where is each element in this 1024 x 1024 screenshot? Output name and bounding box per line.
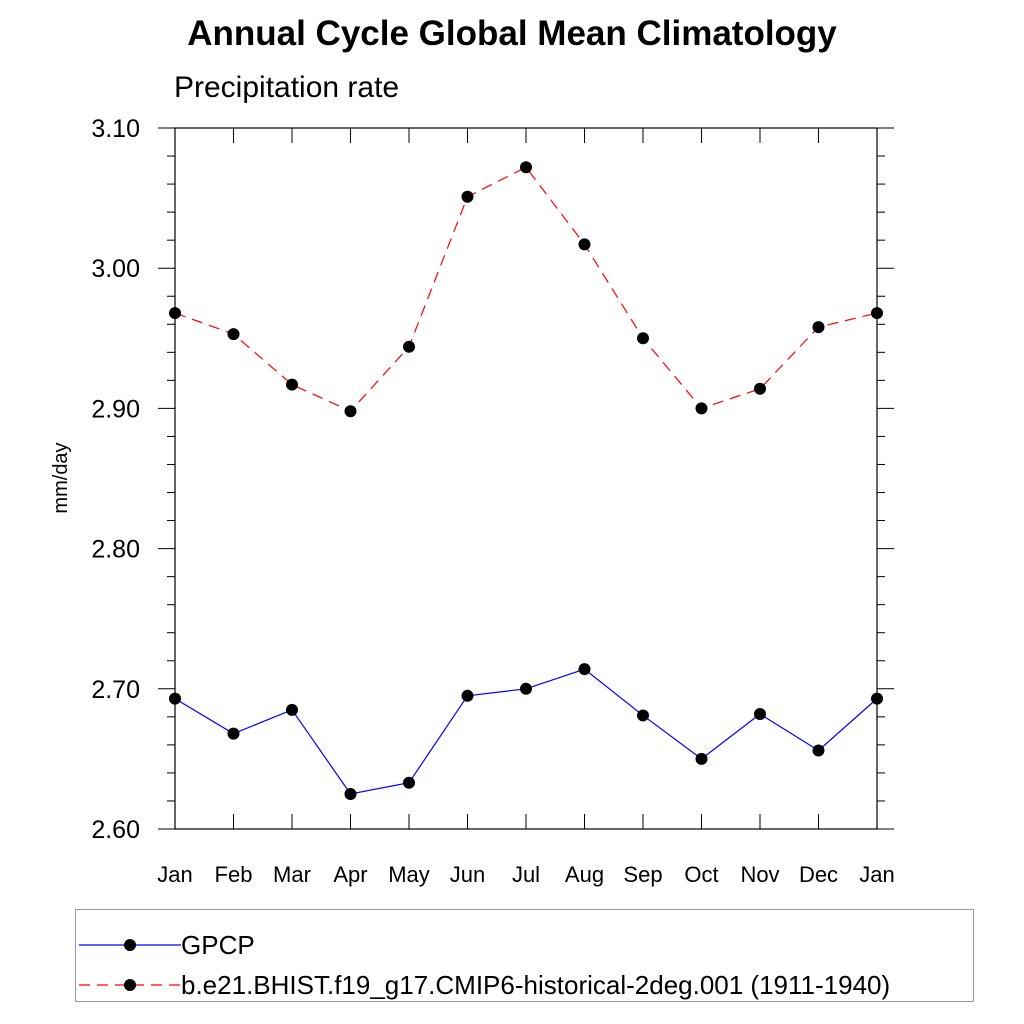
- legend-swatch-gpcp: [79, 939, 181, 951]
- data-point-s0-10: [754, 708, 766, 721]
- data-point-s1-7: [578, 238, 591, 251]
- line-chart: Jan Feb Mar Apr May Jun Jul Aug Sep Oct Nov Dec Jan 2…: [50, 115, 895, 887]
- x-tick-label: Nov: [740, 862, 779, 887]
- data-point-s1-0: [169, 307, 181, 320]
- data-point-s1-8: [637, 332, 649, 345]
- series-line-1: [174, 166, 878, 412]
- legend-swatch-model: [79, 979, 181, 991]
- axes: [158, 127, 894, 830]
- data-point-s0-12: [871, 692, 883, 705]
- chart-title: Annual Cycle Global Mean Climatology: [187, 14, 837, 53]
- data-point-s0-7: [578, 663, 591, 676]
- x-tick-label: May: [388, 862, 430, 887]
- data-point-s0-9: [695, 752, 708, 765]
- data-point-s0-8: [637, 709, 649, 722]
- series-layer: [169, 161, 883, 800]
- data-point-s1-9: [695, 402, 708, 415]
- data-point-s0-0: [169, 692, 181, 705]
- x-tick-label: Oct: [684, 862, 718, 887]
- tick-labels: Jan Feb Mar Apr May Jun Jul Aug Sep Oct Nov Dec Jan 2…: [91, 115, 894, 887]
- y-axis-label: mm/day: [50, 442, 72, 513]
- data-point-s0-11: [812, 744, 825, 757]
- data-point-s1-5: [461, 190, 474, 203]
- legend: GPCP b.e21.BHIST.f19_g17.CMIP6-historica…: [75, 909, 974, 1002]
- x-tick-label: Jul: [512, 862, 540, 887]
- x-tick-label: Jan: [859, 862, 894, 887]
- data-point-s1-1: [227, 328, 240, 341]
- y-tick-label: 2.60: [91, 816, 140, 844]
- legend-label-gpcp: GPCP: [181, 930, 255, 960]
- x-tick-label: Aug: [565, 862, 604, 887]
- data-point-s0-2: [286, 703, 298, 716]
- x-tick-label: Apr: [333, 862, 367, 887]
- data-point-s1-2: [286, 378, 298, 391]
- x-tick-label: Mar: [273, 862, 311, 887]
- legend-item-gpcp: GPCP: [76, 925, 971, 965]
- y-tick-label: 3.10: [91, 115, 140, 143]
- data-point-s1-3: [344, 405, 357, 418]
- data-point-s1-12: [871, 307, 883, 320]
- data-point-s0-4: [403, 776, 415, 789]
- y-tick-label: 3.00: [91, 255, 140, 283]
- x-tick-label: Sep: [623, 862, 662, 887]
- y-tick-label: 2.80: [91, 536, 140, 564]
- y-tick-label: 2.90: [91, 395, 140, 423]
- legend-label-model: b.e21.BHIST.f19_g17.CMIP6-historical-2de…: [181, 970, 891, 1000]
- data-point-s1-11: [812, 321, 825, 334]
- data-point-s0-5: [461, 689, 474, 702]
- data-point-s1-6: [520, 161, 532, 174]
- data-point-s0-6: [520, 682, 532, 695]
- plot-frame: [174, 127, 878, 830]
- data-point-s1-4: [403, 340, 415, 353]
- x-tick-label: Feb: [215, 862, 253, 887]
- x-tick-label: Jun: [450, 862, 485, 887]
- x-tick-label: Dec: [799, 862, 838, 887]
- legend-item-model: b.e21.BHIST.f19_g17.CMIP6-historical-2de…: [76, 965, 971, 1005]
- y-tick-label: 2.70: [91, 676, 140, 704]
- data-point-s1-10: [754, 382, 766, 395]
- chart-subtitle: Precipitation rate: [174, 71, 400, 104]
- data-point-s0-3: [344, 787, 357, 800]
- x-tick-label: Jan: [157, 862, 192, 887]
- data-point-s0-1: [227, 727, 240, 740]
